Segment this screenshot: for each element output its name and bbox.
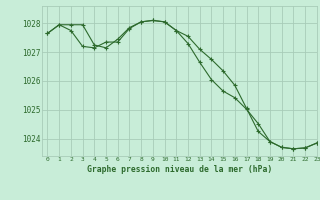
X-axis label: Graphe pression niveau de la mer (hPa): Graphe pression niveau de la mer (hPa) [87,165,272,174]
